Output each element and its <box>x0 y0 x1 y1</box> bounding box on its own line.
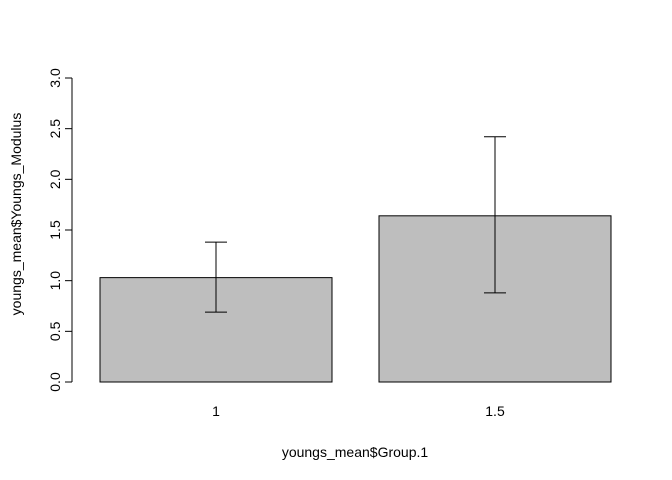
y-tick-label: 3.0 <box>47 68 63 88</box>
y-axis: 0.0 0.5 1.0 1.5 2.0 2.5 3.0 <box>47 68 73 392</box>
error-bars-group <box>205 136 506 313</box>
y-tick-label: 2.0 <box>47 169 63 189</box>
y-tick-label: 0.0 <box>47 372 63 392</box>
y-tick-label: 1.0 <box>47 271 63 291</box>
x-tick-label: 1.5 <box>485 403 505 419</box>
y-tick-label: 2.5 <box>47 119 63 139</box>
x-axis-title: youngs_mean$Group.1 <box>282 444 429 460</box>
y-tick-label: 1.5 <box>47 220 63 240</box>
error-bar <box>205 241 227 313</box>
bars-group <box>99 215 612 383</box>
x-tick-label: 1 <box>212 403 220 419</box>
x-tick-labels: 1 1.5 <box>212 403 505 419</box>
error-bar <box>484 136 506 294</box>
y-axis-title: youngs_mean$Youngs_Modulus <box>8 113 24 316</box>
y-tick-label: 0.5 <box>47 321 63 341</box>
